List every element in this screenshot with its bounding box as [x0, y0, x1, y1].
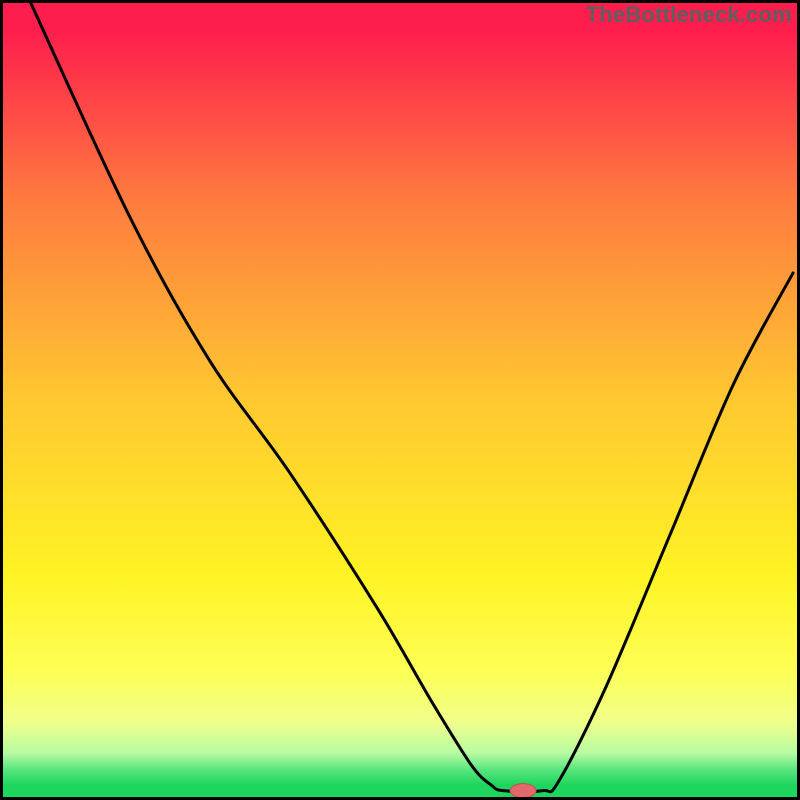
- watermark-text: TheBottleneck.com: [586, 2, 792, 28]
- optimal-marker: [510, 784, 536, 798]
- bottleneck-chart: [0, 0, 800, 800]
- chart-container: TheBottleneck.com: [0, 0, 800, 800]
- gradient-background: [3, 3, 797, 797]
